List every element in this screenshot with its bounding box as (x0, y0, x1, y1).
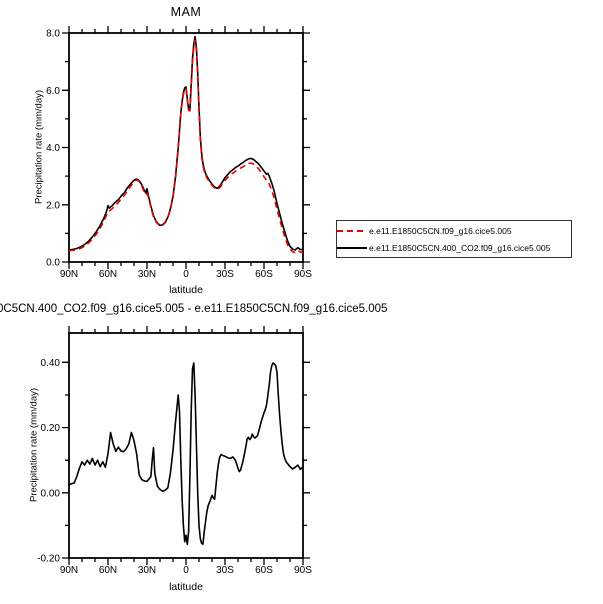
y-tick-label: 8.0 (46, 29, 60, 40)
y-tick-label: 0.40 (41, 358, 61, 369)
legend: e.e11.E1850C5CN.f09_g16.cice5.005 e.e11.… (336, 220, 572, 258)
red-dashed-line-sample (337, 229, 367, 232)
y-tick-label: 4.0 (46, 143, 60, 154)
y-tick-label: -0.20 (37, 554, 60, 565)
x-tick-label: 60S (255, 565, 273, 576)
black-solid-line-sample (337, 246, 367, 249)
x-tick-label: 30S (216, 269, 234, 280)
chart-1-ticks (62, 26, 310, 269)
x-tick-label: 0 (183, 565, 189, 576)
x-tick-label: 90S (294, 269, 312, 280)
chart2-y-axis-label: Precipitation rate (mm/day) (28, 387, 40, 503)
chart2-x-axis-label: latitude (169, 581, 203, 593)
x-tick-label: 60N (99, 565, 117, 576)
y-tick-label: 6.0 (46, 86, 60, 97)
legend-item-control: e.e11.E1850C5CN.f09_g16.cice5.005 (337, 222, 571, 239)
x-tick-label: 0 (183, 269, 189, 280)
series-line (68, 35, 304, 251)
y-tick-label: 0.00 (41, 488, 61, 499)
chart1-y-axis-label: Precipitation rate (mm/day) (33, 89, 45, 205)
legend-label-co2: e.e11.E1850C5CN.400_CO2.f09_g16.cice5.00… (369, 242, 551, 253)
chart-2-axes-box (68, 332, 304, 559)
y-tick-label: 2.0 (46, 200, 60, 211)
x-tick-label: 90S (294, 565, 312, 576)
legend-item-co2: e.e11.E1850C5CN.400_CO2.f09_g16.cice5.00… (337, 239, 571, 256)
chart-1-plot: 90N 60N 30N 0 30S 60S 90S 0.0 2.0 4.0 6.0 8.0 (46, 26, 312, 280)
x-tick-label: 30N (138, 565, 156, 576)
x-tick-label: 30S (216, 565, 234, 576)
series-line (68, 362, 304, 546)
x-tick-label: 90N (60, 565, 78, 576)
legend-label-control: e.e11.E1850C5CN.f09_g16.cice5.005 (369, 225, 512, 236)
chart1-x-axis-label: latitude (169, 284, 203, 296)
chart-1-axes-box (68, 32, 304, 263)
chart2-title: 0C5CN.400_CO2.f09_g16.cice5.005 - e.e11.… (0, 303, 388, 315)
y-tick-label: 0.20 (41, 423, 61, 434)
chart-2-ticks (62, 326, 310, 565)
x-tick-label: 60S (255, 269, 273, 280)
chart-2-plot: 90N 60N 30N 0 30S 60S 90S -0.20 0.00 0.20 0.40 (37, 326, 312, 576)
chart1-title: MAM (170, 5, 202, 19)
x-tick-label: 90N (60, 269, 78, 280)
x-tick-label: 30N (138, 269, 156, 280)
series-line (68, 39, 304, 254)
y-tick-label: 0.0 (46, 258, 60, 269)
x-tick-label: 60N (99, 269, 117, 280)
